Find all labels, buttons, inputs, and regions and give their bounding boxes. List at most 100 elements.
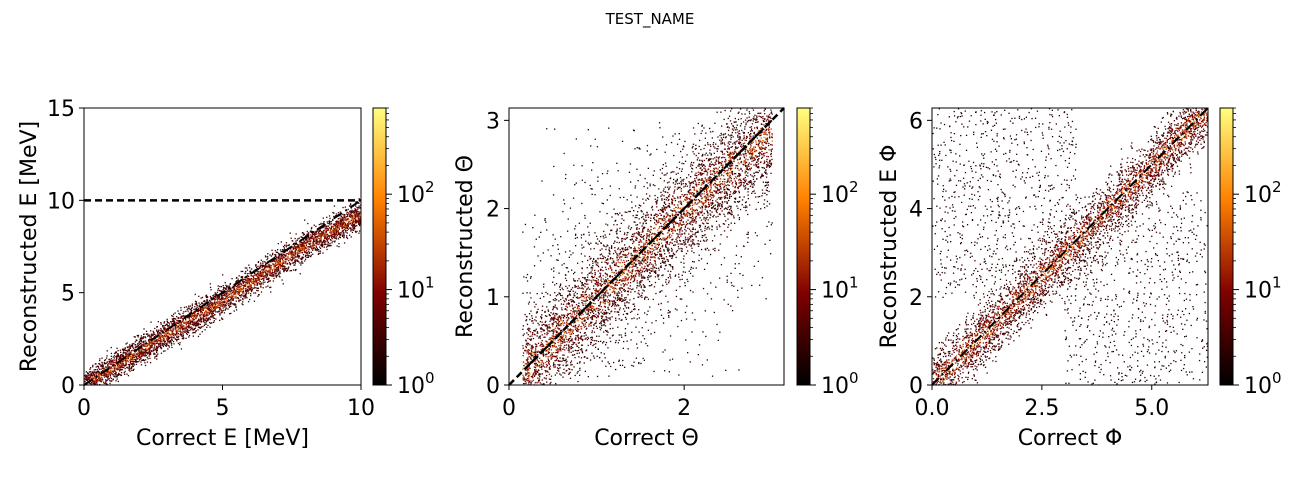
density-cell bbox=[266, 259, 268, 261]
density-cell bbox=[211, 302, 213, 304]
density-cell bbox=[277, 262, 279, 265]
density-cell bbox=[195, 322, 198, 324]
density-cell bbox=[156, 330, 158, 332]
density-cell bbox=[265, 273, 267, 276]
density-cell bbox=[522, 347, 524, 349]
density-cell bbox=[154, 327, 156, 330]
density-cell bbox=[158, 332, 161, 334]
density-cell bbox=[343, 234, 345, 237]
density-cell bbox=[300, 251, 302, 253]
density-cell bbox=[321, 231, 323, 233]
density-cell bbox=[539, 374, 541, 376]
density-cell bbox=[743, 186, 745, 188]
density-cell bbox=[332, 211, 334, 214]
density-cell bbox=[155, 345, 158, 348]
density-cell bbox=[354, 217, 356, 220]
density-cell bbox=[105, 374, 107, 376]
density-cell bbox=[95, 381, 98, 384]
density-cell bbox=[175, 338, 177, 340]
density-cell bbox=[133, 342, 135, 345]
density-cell bbox=[200, 326, 202, 328]
density-cell bbox=[215, 306, 217, 308]
density-cell bbox=[263, 271, 265, 273]
density-cell bbox=[103, 367, 105, 369]
density-cell bbox=[285, 257, 287, 259]
density-cell bbox=[595, 262, 597, 264]
density-cell bbox=[218, 304, 220, 306]
density-cell bbox=[259, 264, 261, 266]
density-cell bbox=[154, 355, 156, 358]
density-cell bbox=[253, 284, 255, 286]
density-cell bbox=[229, 300, 231, 302]
density-cell bbox=[257, 295, 259, 297]
density-cell bbox=[307, 256, 309, 258]
density-cell bbox=[122, 351, 125, 353]
density-cell bbox=[358, 211, 360, 213]
density-cell bbox=[257, 261, 260, 263]
density-cell bbox=[583, 326, 586, 328]
density-cell bbox=[355, 205, 357, 207]
density-cell bbox=[597, 299, 599, 301]
density-cell bbox=[140, 353, 143, 355]
density-cell bbox=[130, 356, 132, 358]
density-cell bbox=[238, 275, 240, 277]
density-cell bbox=[210, 297, 212, 299]
density-cell bbox=[751, 158, 753, 160]
density-cell bbox=[278, 264, 281, 266]
density-cell bbox=[252, 278, 254, 280]
density-cell bbox=[174, 322, 176, 324]
density-cell bbox=[173, 333, 175, 335]
density-cell bbox=[233, 303, 235, 305]
density-cell bbox=[250, 290, 252, 292]
density-cell bbox=[131, 353, 133, 356]
density-cell bbox=[101, 388, 102, 389]
density-cell bbox=[576, 327, 578, 329]
density-cell bbox=[123, 365, 126, 367]
density-cell bbox=[98, 376, 100, 378]
density-cell bbox=[215, 298, 217, 300]
density-cell bbox=[163, 339, 165, 342]
density-cell bbox=[182, 329, 184, 331]
density-cell bbox=[339, 215, 341, 217]
density-cell bbox=[242, 288, 244, 290]
density-cell bbox=[670, 277, 672, 279]
density-cell bbox=[238, 299, 240, 301]
density-cell bbox=[292, 254, 294, 256]
density-cell bbox=[582, 323, 584, 325]
density-cell bbox=[208, 304, 210, 306]
density-cell bbox=[275, 270, 277, 272]
density-cell bbox=[602, 278, 604, 280]
density-cell bbox=[261, 266, 263, 269]
density-cell bbox=[269, 274, 271, 277]
density-cell bbox=[248, 280, 250, 282]
density-cell bbox=[148, 343, 151, 345]
density-cell bbox=[204, 323, 206, 325]
density-cell bbox=[113, 370, 115, 372]
density-cell bbox=[527, 375, 529, 377]
density-cell bbox=[212, 315, 215, 317]
density-cell bbox=[141, 359, 143, 361]
density-cell bbox=[320, 240, 322, 242]
density-cell bbox=[198, 318, 200, 320]
density-cell bbox=[124, 370, 126, 373]
density-cell bbox=[319, 238, 321, 240]
density-cell bbox=[216, 296, 218, 298]
density-cell bbox=[190, 323, 192, 325]
density-cell bbox=[104, 359, 106, 362]
density-cell bbox=[261, 265, 263, 267]
density-cell bbox=[160, 323, 162, 325]
density-cell bbox=[351, 217, 353, 219]
density-cell bbox=[184, 322, 186, 324]
density-cell bbox=[146, 349, 148, 351]
density-cell bbox=[358, 223, 360, 225]
density-cell bbox=[248, 281, 250, 283]
density-cell bbox=[233, 296, 235, 298]
density-cell bbox=[728, 189, 730, 191]
density-cell bbox=[291, 250, 293, 252]
density-cell bbox=[175, 318, 177, 320]
density-cell bbox=[276, 256, 278, 258]
density-cell bbox=[597, 340, 600, 343]
density-cell bbox=[163, 343, 165, 345]
density-cell bbox=[548, 367, 551, 369]
density-cell bbox=[119, 356, 121, 358]
